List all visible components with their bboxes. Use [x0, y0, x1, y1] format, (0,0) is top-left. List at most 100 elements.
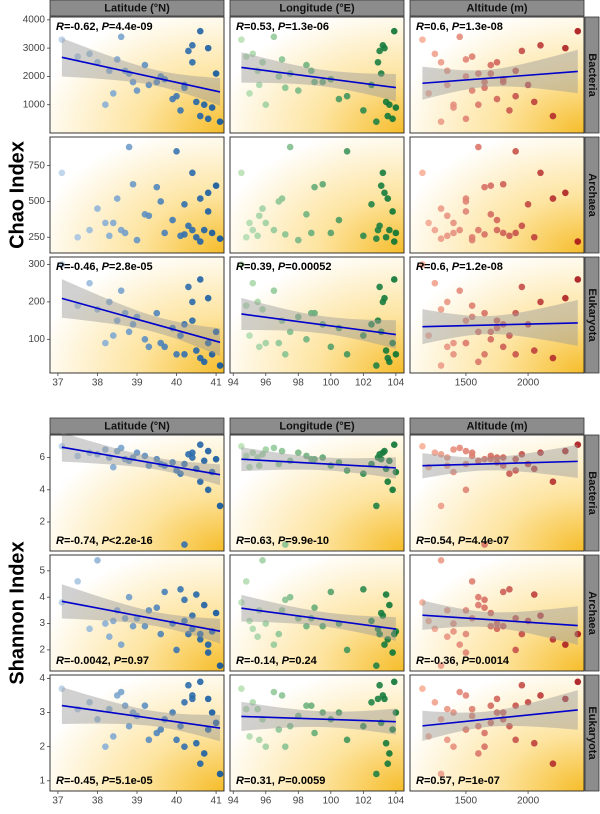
point: [204, 447, 212, 455]
point: [281, 743, 289, 750]
panel: R=0.57, P=1e-07: [409, 674, 585, 792]
point: [196, 195, 204, 202]
point: [481, 541, 488, 548]
point: [335, 95, 343, 103]
point: [475, 601, 482, 609]
row-strip-label: Archaea: [586, 591, 598, 635]
point: [360, 332, 367, 339]
point: [431, 698, 439, 706]
point: [468, 302, 476, 309]
point: [286, 328, 294, 336]
point: [493, 324, 501, 332]
point: [161, 588, 168, 596]
point: [311, 78, 318, 86]
point: [443, 454, 451, 461]
point: [537, 449, 544, 457]
point: [468, 712, 476, 720]
point: [450, 339, 457, 347]
point: [487, 455, 495, 463]
point: [456, 33, 464, 41]
point: [549, 760, 557, 768]
panel-border: [409, 554, 585, 672]
point: [493, 454, 501, 461]
point: [242, 302, 250, 309]
panel: [409, 136, 585, 254]
point: [386, 457, 393, 465]
point: [196, 678, 204, 686]
point: [86, 226, 93, 234]
point: [242, 705, 250, 713]
row-strip: [584, 554, 600, 672]
column-header-label: Latitude (°N): [104, 420, 170, 432]
point: [390, 630, 398, 638]
point: [373, 770, 380, 778]
row-strip: [584, 434, 600, 552]
point: [204, 44, 212, 52]
point: [294, 449, 302, 457]
confidence-band: [422, 49, 578, 100]
point: [275, 198, 283, 205]
panel-border: [409, 136, 585, 254]
point: [374, 58, 382, 66]
annotation: R=-0.74, P<2.2e-16: [56, 535, 153, 547]
panel-border: [49, 434, 225, 552]
point: [549, 112, 557, 120]
point: [437, 205, 445, 212]
point: [189, 226, 196, 234]
point: [212, 182, 220, 189]
column-header: [409, 0, 585, 17]
y-tick-label: 3000: [23, 43, 46, 54]
point: [462, 726, 470, 733]
column-header-label: Longitude (°E): [279, 420, 355, 432]
point: [456, 444, 464, 452]
point: [102, 339, 109, 347]
point: [468, 53, 476, 60]
point: [524, 81, 532, 89]
confidence-band: [241, 52, 396, 102]
confidence-band: [422, 444, 578, 479]
point: [208, 709, 216, 716]
point: [392, 468, 400, 476]
point: [281, 541, 289, 548]
x-tick-label: 94: [228, 796, 240, 807]
confidence-band: [61, 584, 221, 644]
point: [129, 180, 137, 188]
point: [153, 183, 161, 191]
point: [506, 332, 513, 339]
point: [254, 633, 261, 641]
point: [216, 502, 224, 510]
point: [196, 630, 204, 638]
y-tick-label: 500: [28, 196, 45, 207]
point: [181, 596, 188, 604]
point: [462, 73, 470, 80]
point: [530, 591, 538, 598]
point: [311, 604, 318, 612]
point: [574, 441, 582, 448]
point: [133, 236, 141, 244]
x-tick-label: 100: [322, 796, 339, 807]
point: [450, 468, 457, 476]
point: [487, 211, 495, 218]
point: [506, 107, 513, 114]
panel: R=-0.46, P=2.8e-05: [49, 256, 225, 374]
point: [109, 90, 117, 97]
point: [382, 739, 390, 747]
point: [382, 347, 390, 354]
panel: R=-0.0042, P=0.97: [49, 554, 225, 672]
annotation: R=0.31, P=0.0059: [236, 775, 325, 787]
point: [425, 733, 432, 740]
y-tick-label: 100: [28, 334, 45, 345]
panel: R=-0.62, P=4.4e-09: [49, 16, 225, 134]
point: [443, 81, 451, 89]
point: [185, 681, 192, 689]
point: [381, 189, 388, 197]
point: [335, 709, 343, 716]
point: [493, 317, 501, 324]
y-tick-label: 3: [39, 618, 45, 629]
panel: R=0.6, P=1.3e-08: [409, 16, 585, 134]
point: [173, 148, 180, 155]
trend-line: [61, 297, 221, 344]
point: [189, 612, 196, 619]
point: [475, 593, 482, 601]
point: [506, 232, 513, 240]
